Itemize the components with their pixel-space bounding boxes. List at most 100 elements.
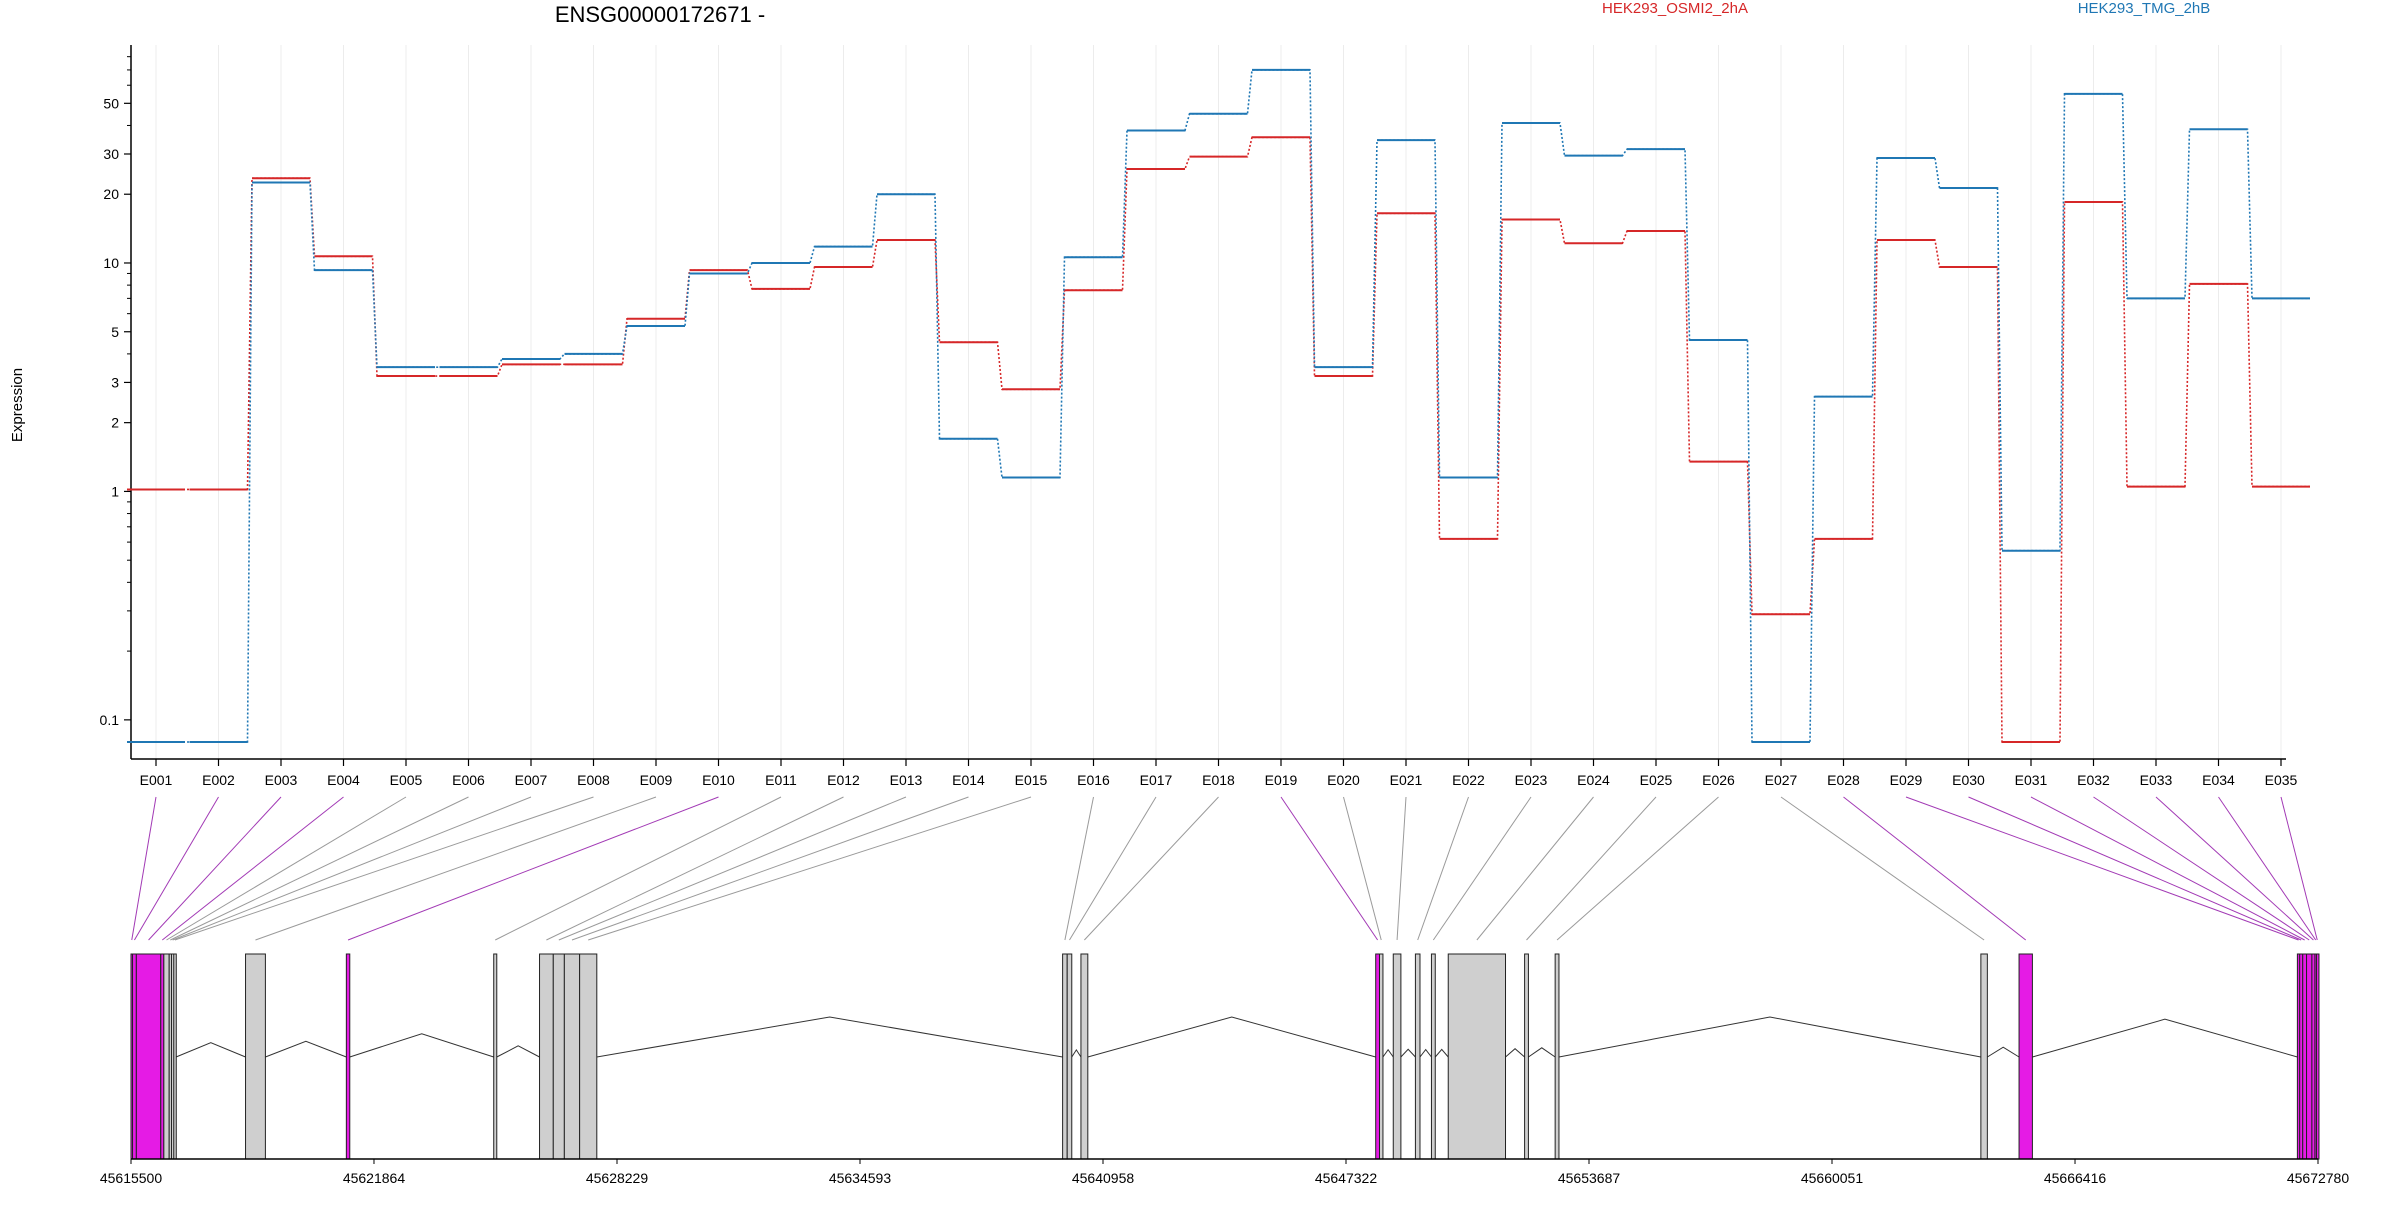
exon-link-e024 — [1476, 796, 1594, 941]
y-tick-label: 2 — [111, 415, 119, 431]
x-tick-label-e018: E018 — [1202, 772, 1235, 788]
exon-block-e022 — [1414, 953, 1421, 1160]
exon-link-e014 — [571, 796, 969, 941]
x-tick-label-e027: E027 — [1765, 772, 1798, 788]
exon-block-e028 — [2018, 953, 2033, 1160]
gene-axis-tick-label: 45640958 — [1072, 1170, 1135, 1186]
series-lines — [127, 68, 2310, 743]
exon-block-e009 — [245, 953, 266, 1160]
x-tick-label-e017: E017 — [1140, 772, 1173, 788]
x-tick-label-e026: E026 — [1702, 772, 1735, 788]
x-tick-label-e028: E028 — [1827, 772, 1860, 788]
y-tick-label: 0.1 — [100, 712, 120, 728]
exon-block-e027 — [1980, 953, 1988, 1160]
exon-link-e026 — [1556, 796, 1719, 941]
x-tick-label-e007: E007 — [515, 772, 548, 788]
x-tick-label-e008: E008 — [577, 772, 610, 788]
x-tick-label-e021: E021 — [1390, 772, 1423, 788]
exon-block-e023 — [1430, 953, 1436, 1160]
series-hek293_osmi2_2ha — [127, 136, 2310, 743]
intron-line — [1419, 1048, 1432, 1058]
exon-link-e013 — [558, 796, 907, 941]
intron-line — [496, 1045, 540, 1058]
x-tick-label-e030: E030 — [1952, 772, 1985, 788]
exon-block-e024 — [1447, 953, 1507, 1160]
exon-block-e019 — [1375, 953, 1381, 1160]
exon-block-e011 — [493, 953, 498, 1160]
intron-line — [596, 1016, 1063, 1058]
exon-link-e016 — [1064, 796, 1094, 941]
genomic-coordinate-axis: 45615500 45621864 45628229 45634593 45640958… — [100, 1158, 2350, 1186]
x-tick-label-e014: E014 — [952, 772, 985, 788]
gene-model — [130, 953, 2320, 1160]
gene-axis-tick-label: 45647322 — [1315, 1170, 1378, 1186]
x-tick-label-e006: E006 — [452, 772, 485, 788]
legend-entry-tmg: HEK293_TMG_2hB — [2078, 0, 2211, 17]
exon-link-e034 — [2218, 796, 2317, 941]
x-tick-label-e035: E035 — [2265, 772, 2298, 788]
exon-block-e025 — [1524, 953, 1529, 1160]
exon-link-e030 — [1968, 796, 2302, 941]
exon-link-e027 — [1780, 796, 1985, 941]
x-tick-label-e003: E003 — [265, 772, 298, 788]
exon-block-e020 — [1379, 953, 1384, 1160]
x-tick-label-e024: E024 — [1577, 772, 1610, 788]
x-tick-label-e010: E010 — [702, 772, 735, 788]
x-tick-label-e004: E004 — [327, 772, 360, 788]
exon-link-e003 — [148, 796, 282, 941]
exon-block-e014 — [563, 953, 581, 1160]
x-tick-label-e011: E011 — [765, 772, 797, 788]
x-tick-label-e031: E031 — [2015, 772, 2048, 788]
exon-block-e002 — [132, 953, 137, 1160]
exon-link-e020 — [1343, 796, 1382, 941]
gene-axis-tick-label: 45621864 — [343, 1170, 406, 1186]
y-tick-label: 3 — [111, 374, 119, 390]
intron-line — [1071, 1048, 1082, 1058]
gene-axis-tick-label: 45634593 — [829, 1170, 892, 1186]
exon-link-e033 — [2155, 796, 2314, 941]
gene-axis-tick-label: 45666416 — [2044, 1170, 2107, 1186]
grid-lines — [155, 45, 2282, 759]
y-axis: 0.1 1 2 3 5 10 20 30 50 — [100, 45, 132, 759]
gene-axis-tick-label: 45653687 — [1558, 1170, 1621, 1186]
exon-link-e035 — [2280, 796, 2318, 941]
exon-block-e015 — [579, 953, 598, 1160]
series-hek293_tmg_2hb — [127, 68, 2310, 743]
x-tick-label-e022: E022 — [1452, 772, 1485, 788]
legend-entry-osmi2: HEK293_OSMI2_2hA — [1602, 0, 1748, 17]
y-tick-label: 10 — [103, 255, 119, 271]
exon-block-e021 — [1392, 953, 1402, 1160]
exon-block-e032 — [2306, 953, 2313, 1160]
exon-block-e017 — [1066, 953, 1073, 1160]
intron-line — [1087, 1016, 1376, 1058]
x-tick-label-e001: E001 — [140, 772, 173, 788]
exon-block-e010 — [345, 953, 351, 1160]
intron-line — [1558, 1016, 1981, 1058]
exon-link-e005 — [166, 796, 407, 941]
intron-line — [1382, 1048, 1394, 1058]
y-tick-label: 50 — [103, 95, 119, 111]
gene-axis-tick-label: 45628229 — [586, 1170, 649, 1186]
exon-link-e001 — [131, 796, 157, 941]
exon-link-e009 — [255, 796, 657, 941]
exon-block-e008 — [173, 953, 177, 1160]
x-tick-label-e002: E002 — [202, 772, 235, 788]
chart-title: ENSG00000172671 - — [555, 2, 765, 27]
series-connector-path — [127, 69, 2310, 743]
exon-block-e035 — [2315, 953, 2320, 1160]
intron-line — [265, 1040, 347, 1058]
intron-line — [175, 1042, 246, 1058]
exon-link-e007 — [172, 796, 532, 941]
exon-block-e003 — [135, 953, 162, 1160]
x-tick-label-e013: E013 — [890, 772, 923, 788]
x-tick-label-e029: E029 — [1890, 772, 1923, 788]
x-tick-label-e020: E020 — [1327, 772, 1360, 788]
y-tick-label: 30 — [103, 146, 119, 162]
exon-link-e029 — [1905, 796, 2299, 941]
x-tick-label-e016: E016 — [1077, 772, 1110, 788]
gene-axis-tick-label: 45672780 — [2287, 1170, 2350, 1186]
exon-link-e017 — [1069, 796, 1157, 941]
exon-link-e018 — [1084, 796, 1219, 941]
